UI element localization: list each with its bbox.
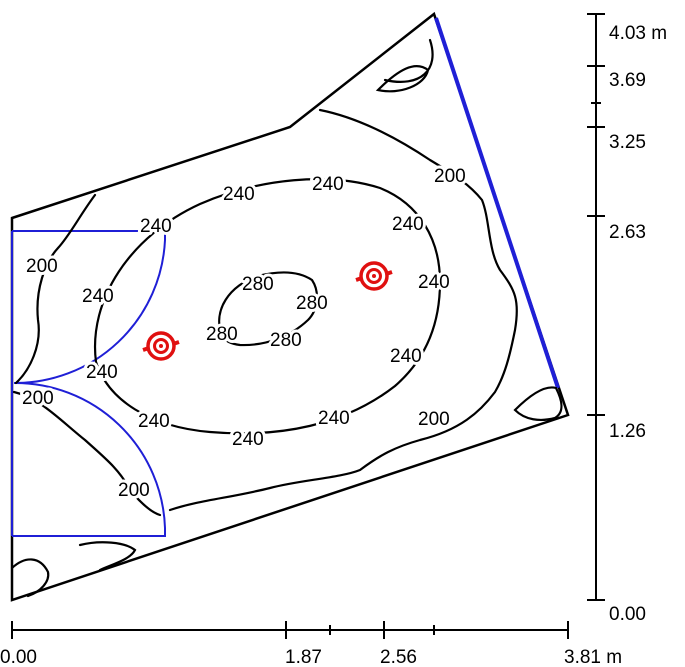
contour-label: 240 — [392, 214, 424, 235]
door-swing-upper — [11, 230, 166, 385]
luminaire-icon — [142, 331, 180, 361]
contour-label: 240 — [140, 216, 172, 237]
contour-label: 280 — [270, 330, 302, 351]
contour-label: 200 — [418, 409, 450, 430]
x-axis — [11, 621, 569, 639]
contour-label: 240 — [390, 346, 422, 367]
contour-label: 240 — [418, 272, 450, 293]
x-tick-label: 0.00 — [0, 647, 37, 667]
contour-label: 240 — [86, 362, 118, 383]
contour-label: 280 — [206, 324, 238, 345]
contour-label: 240 — [138, 411, 170, 432]
contour-label: 240 — [312, 174, 344, 195]
contour-label: 200 — [434, 166, 466, 187]
contour-200-left — [14, 193, 97, 385]
y-axis — [587, 13, 605, 601]
contour-label: 240 — [232, 429, 264, 450]
contour-280-inner — [218, 271, 318, 347]
contour-label: 240 — [223, 184, 255, 205]
luminaire-icon — [355, 261, 393, 291]
wall-highlight — [434, 17, 560, 389]
x-tick-label: 1.87 — [285, 647, 322, 667]
x-tick-label: 3.81 m — [564, 647, 622, 667]
contour-200-right — [168, 38, 518, 512]
door-swing-lower — [11, 381, 166, 537]
contour-blob-right — [513, 386, 563, 421]
contour-label: 280 — [242, 274, 274, 295]
x-tick-label: 2.56 — [380, 647, 417, 667]
contour-label: 240 — [318, 408, 350, 429]
y-tick-label: 0.00 — [609, 604, 646, 625]
y-tick-label: 4.03 m — [609, 23, 667, 44]
room-outline — [10, 11, 570, 602]
y-tick-label: 3.69 — [609, 70, 646, 91]
contour-label-group: 200 200 200 200 200 240 240 240 240 240 … — [19, 163, 469, 504]
contour-label: 280 — [296, 293, 328, 314]
contour-blob-bottom — [78, 541, 137, 572]
contour-label: 240 — [82, 286, 114, 307]
contour-label: 200 — [22, 388, 54, 409]
contour-blob-bottomleft — [10, 558, 50, 598]
isolux-contours — [10, 38, 563, 598]
y-tick-label: 3.25 — [609, 132, 646, 153]
contour-240-main — [93, 178, 442, 435]
y-tick-label: 2.63 — [609, 222, 646, 243]
contour-200-lower — [12, 390, 162, 517]
y-tick-label: 1.26 — [609, 421, 646, 442]
contour-label: 200 — [118, 480, 150, 501]
contour-label: 200 — [26, 256, 58, 277]
contour-blob-top — [375, 65, 430, 93]
